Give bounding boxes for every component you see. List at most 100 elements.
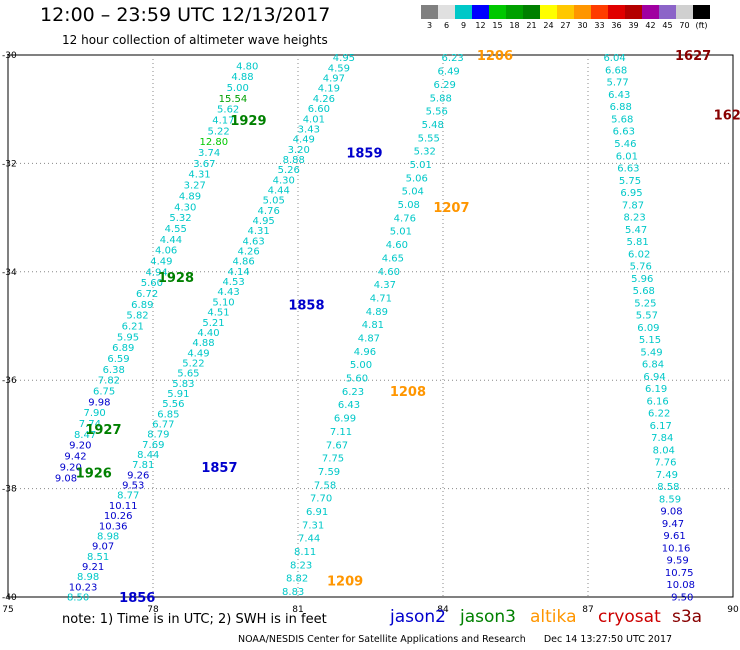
swh-value: 8.83	[282, 587, 304, 598]
swh-value: 4.96	[354, 347, 376, 358]
color-swatch	[489, 5, 506, 19]
color-swatch-label: 27	[560, 21, 571, 30]
color-swatch-label: 9	[460, 21, 467, 30]
swh-value: 5.08	[398, 200, 420, 211]
swh-value: 9.21	[82, 562, 104, 573]
swh-value: 3.43	[298, 124, 320, 135]
swh-value: 9.50	[671, 593, 693, 604]
swh-value: 8.59	[659, 494, 681, 505]
color-swatch	[608, 5, 625, 19]
swh-value: 4.76	[258, 206, 280, 217]
swh-value: 7.76	[654, 458, 676, 469]
swh-value: 5.75	[619, 176, 641, 187]
color-scale-bar	[421, 5, 710, 19]
swh-value: 9.07	[92, 542, 114, 553]
swh-value: 8.98	[97, 531, 119, 542]
swh-value: 8.77	[117, 491, 139, 502]
swh-value: 8.58	[657, 482, 679, 493]
swh-value: 4.87	[358, 333, 380, 344]
color-swatch-label: 3	[426, 21, 433, 30]
swh-value: 5.60	[346, 374, 368, 385]
swh-value: 4.88	[192, 338, 214, 349]
swh-value: 5.60	[141, 278, 163, 289]
swh-value: 4.80	[236, 61, 258, 72]
swh-value: 9.20	[69, 441, 91, 452]
swh-value: 6.43	[608, 90, 630, 101]
color-swatch-label: 21	[526, 21, 537, 30]
pass-time-label: 1209	[327, 575, 363, 590]
swh-value: 6.29	[434, 80, 456, 91]
y-tick-label: -40	[2, 593, 17, 603]
swh-value: 8.88	[283, 155, 305, 166]
swh-value: 15.54	[219, 94, 248, 105]
pass-time-label: 1929	[230, 114, 266, 129]
swh-value: 6.68	[605, 65, 627, 76]
swh-value: 6.60	[308, 104, 330, 115]
plot-frame	[7, 54, 734, 598]
swh-value: 3.20	[288, 145, 310, 156]
swh-value: 4.37	[374, 280, 396, 291]
pass-time-label: 1206	[477, 49, 513, 64]
swh-value: 3.27	[184, 181, 206, 192]
swh-value: 7.74	[79, 419, 101, 430]
x-tick-label: 75	[2, 605, 13, 615]
swh-value: 4.89	[179, 191, 201, 202]
color-swatch-label: 24	[543, 21, 554, 30]
swh-value: 5.22	[207, 126, 229, 137]
swh-value: 6.21	[122, 322, 144, 333]
satellite-legend-cryosat: cryosat	[598, 607, 661, 627]
color-swatch	[523, 5, 540, 19]
chart-title: 12:00 – 23:59 UTC 12/13/2017	[40, 4, 331, 26]
swh-value: 5.25	[634, 298, 656, 309]
swh-value: 6.22	[648, 409, 670, 420]
swh-value: 4.53	[222, 277, 244, 288]
swh-value: 4.43	[217, 287, 239, 298]
swh-value: 5.83	[172, 379, 194, 390]
swh-value: 5.22	[182, 358, 204, 369]
pass-time-label: 1626	[714, 109, 740, 124]
swh-value: 8.79	[147, 430, 169, 441]
satellite-legend-altika: altika	[530, 607, 577, 627]
swh-value: 5.48	[422, 120, 444, 131]
pass-time-label: 1207	[433, 201, 469, 216]
swh-value: 8.23	[290, 560, 312, 571]
swh-value: 5.47	[625, 225, 647, 236]
swh-value: 4.06	[155, 246, 177, 257]
pass-time-label: 1208	[390, 385, 426, 400]
swh-value: 4.44	[268, 185, 290, 196]
swh-value: 10.75	[665, 568, 694, 579]
swh-value: 9.98	[88, 397, 110, 408]
x-tick-label: 81	[292, 605, 303, 615]
swh-value: 9.42	[64, 452, 86, 463]
swh-value: 4.49	[150, 256, 172, 267]
swh-value: 5.01	[390, 227, 412, 238]
color-scale-labels: 3 6 9 12 15 18 21 24 27 30 33 36 39 42 45 70 (ft)	[421, 21, 710, 33]
swh-value: 6.95	[620, 188, 642, 199]
swh-value: 8.50	[67, 593, 89, 604]
color-swatch	[506, 5, 523, 19]
swh-value: 10.11	[109, 501, 138, 512]
x-tick-label: 84	[437, 605, 449, 615]
swh-value: 4.31	[248, 226, 270, 237]
color-swatch-label: 12	[475, 21, 486, 30]
swh-value: 4.94	[145, 267, 167, 278]
swh-value: 10.16	[662, 543, 691, 554]
swh-value: 4.40	[197, 328, 219, 339]
swh-value: 4.89	[366, 307, 388, 318]
swh-value: 6.04	[603, 53, 625, 64]
swh-value: 5.65	[177, 369, 199, 380]
swh-value: 9.08	[660, 507, 682, 518]
swh-value: 6.23	[442, 53, 464, 64]
color-swatch-label: 15	[492, 21, 503, 30]
swh-value: 5.01	[410, 160, 432, 171]
swh-value: 5.62	[217, 105, 239, 116]
swh-value: 4.49	[187, 348, 209, 359]
swh-value: 4.59	[328, 63, 350, 74]
swh-value: 5.96	[631, 274, 653, 285]
swh-value: 5.00	[227, 83, 249, 94]
color-swatch-label: 18	[509, 21, 520, 30]
color-swatch-label: 39	[628, 21, 639, 30]
color-swatch-label: 6	[443, 21, 450, 30]
swh-value: 5.00	[350, 360, 372, 371]
swh-value: 8.04	[653, 445, 675, 456]
